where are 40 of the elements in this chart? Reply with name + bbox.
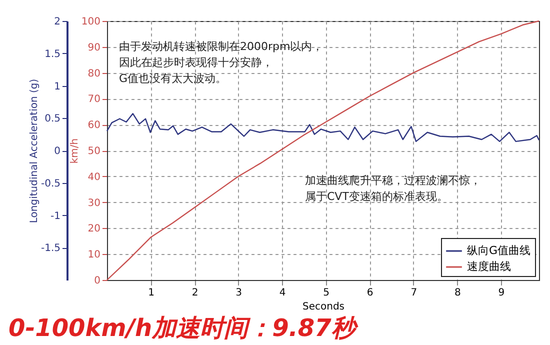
y2-tick-label: 1 (54, 81, 60, 92)
y-tick-label: 50 (88, 146, 100, 157)
x-tick-label: 5 (323, 288, 330, 298)
text: 0-100km/h加速时间：9.87秒 (8, 314, 358, 342)
y-axis-title: km/h (69, 138, 80, 164)
annotation: 因此在起步时表现得十分安静， (119, 56, 273, 69)
y-tick-label: 40 (88, 172, 100, 183)
x-tick-label: 3 (236, 288, 242, 298)
y-tick-label: 70 (88, 94, 100, 106)
y-tick-label: 10 (88, 250, 100, 261)
line-series (106, 112, 540, 142)
y2-tick-label: -0.5 (40, 178, 60, 190)
x-tick-label: 9 (498, 288, 505, 298)
annotation: 属于CVT变速箱的标准表现。 (305, 190, 448, 203)
annotation: 加速曲线爬升平稳，过程波澜不惊， (305, 174, 481, 187)
x-axis-title: Seconds (302, 302, 345, 312)
annotation: G值也没有太大波动。 (119, 72, 227, 85)
y-tick-label: 60 (88, 120, 100, 132)
x-tick-label: 7 (410, 288, 418, 298)
x-tick-label: 8 (454, 288, 461, 298)
y-tick-label: 30 (88, 198, 100, 209)
y2-axis-title: Longitudinal Acceleration (g) (28, 78, 40, 224)
x-tick-label: 2 (192, 288, 198, 298)
x-tick-label: 1 (148, 288, 154, 298)
y-tick-label: 0 (94, 276, 100, 286)
y2-tick-label: 2 (54, 16, 60, 28)
y2-tick-label: -1.5 (40, 243, 60, 254)
x-tick-label: 4 (279, 288, 286, 298)
y-tick-label: 80 (88, 68, 100, 80)
y-tick-label: 100 (81, 16, 100, 28)
legend-label: 速度曲线 (467, 260, 511, 273)
y2-tick-label: 1.5 (44, 48, 60, 60)
legend-label: 纵向G值曲线 (467, 244, 531, 257)
y-tick-label: 20 (88, 224, 100, 235)
y2-tick-label: 0.5 (44, 114, 60, 125)
y-tick-label: 90 (88, 42, 100, 54)
y2-tick-label: 0 (54, 146, 60, 157)
y2-tick-label: -1 (50, 210, 60, 222)
annotation: 由于发动机转速被限制在2000rpm以内， (119, 40, 324, 53)
x-tick-label: 6 (366, 288, 374, 298)
